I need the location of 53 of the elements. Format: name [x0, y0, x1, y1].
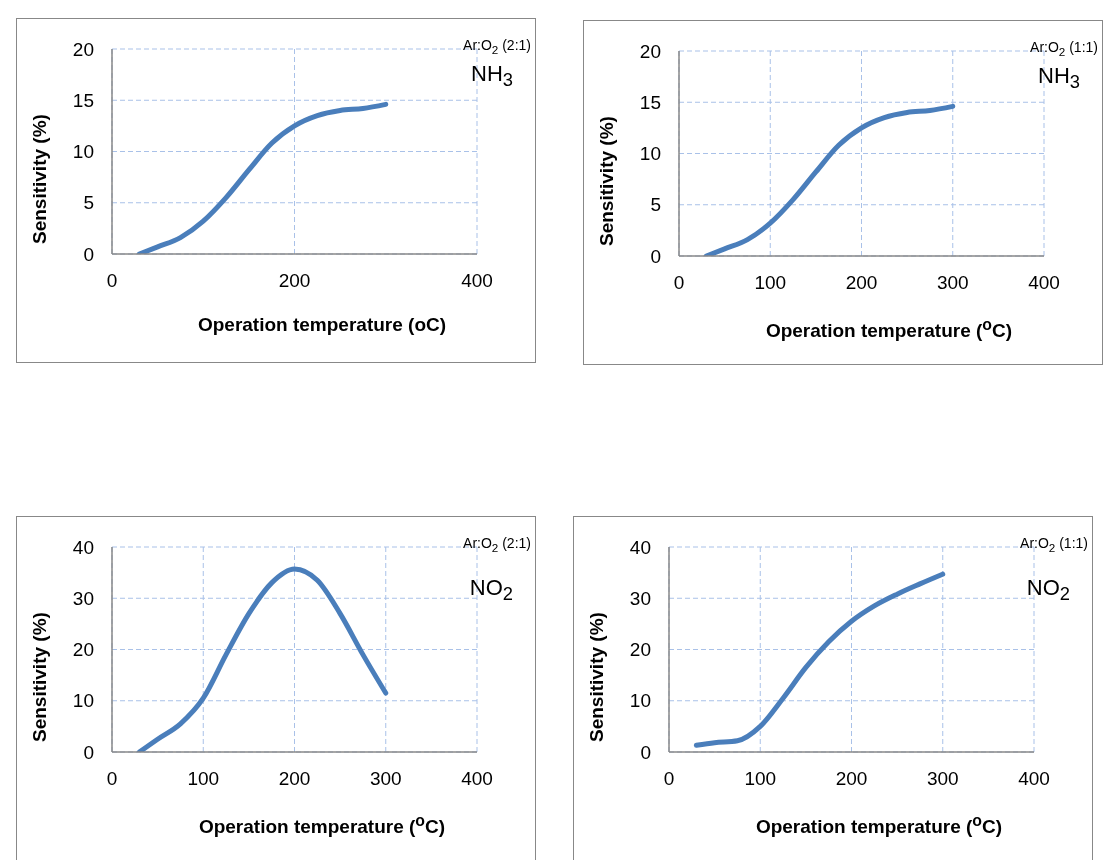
x-tick-label: 200 [835, 768, 868, 790]
annotation: NH$_{3}$ [1038, 63, 1080, 94]
y-tick-label: 0 [650, 245, 661, 267]
y-tick-label: 0 [83, 741, 94, 763]
x-tick-label: 200 [845, 272, 878, 294]
x-tick-label: 400 [461, 270, 493, 292]
y-tick-label: 5 [650, 194, 661, 216]
x-tick-label: 100 [754, 272, 787, 294]
y-tick-label: 30 [72, 587, 94, 609]
y-tick-label: 5 [83, 192, 94, 214]
annotation: NO$_{2}$ [469, 575, 513, 606]
x-tick-label: 200 [278, 270, 311, 292]
y-axis-title: Sensitivity (%) [29, 611, 51, 744]
y-tick-label: 0 [640, 741, 651, 763]
x-tick-label: 300 [369, 768, 402, 790]
y-tick-label: 20 [72, 639, 94, 661]
y-tick-label: 10 [629, 690, 651, 712]
x-tick-label: 300 [926, 768, 959, 790]
y-axis-title: Sensitivity (%) [29, 113, 51, 246]
x-tick-label: 300 [936, 272, 969, 294]
y-tick-label: 40 [629, 536, 651, 558]
y-tick-label: 10 [72, 141, 94, 163]
annotation: Ar:O$_{2}$ (1:1) [1020, 535, 1088, 554]
y-axis-title: Sensitivity (%) [596, 115, 618, 248]
annotation: Ar:O$_{2}$ (1:1) [1030, 39, 1098, 58]
y-tick-label: 10 [639, 143, 661, 165]
annotation: NH$_{3}$ [471, 61, 513, 92]
x-axis-title: Operation temperature (oC) [196, 314, 448, 336]
x-tick-label: 400 [461, 768, 493, 790]
y-tick-label: 15 [72, 90, 94, 111]
y-tick-label: 30 [629, 587, 651, 609]
x-axis-title: Operation temperature ($^{o}$C) [754, 812, 1004, 839]
annotation: NO$_{2}$ [1026, 575, 1070, 606]
x-tick-label: 200 [278, 768, 311, 790]
y-tick-label: 20 [72, 38, 94, 60]
annotation: Ar:O$_{2}$ (2:1) [463, 37, 531, 56]
y-tick-label: 20 [629, 639, 651, 661]
x-axis-title: Operation temperature ($^{o}$C) [197, 812, 447, 839]
x-tick-label: 100 [187, 768, 220, 790]
x-tick-label: 0 [673, 272, 685, 294]
x-tick-label: 400 [1028, 272, 1060, 294]
x-tick-label: 0 [106, 768, 118, 790]
x-tick-label: 400 [1018, 768, 1050, 790]
x-axis-title: Operation temperature ($^{o}$C) [764, 316, 1014, 343]
y-axis-title: Sensitivity (%) [586, 611, 608, 744]
x-tick-label: 0 [106, 270, 118, 292]
y-tick-label: 40 [72, 536, 94, 558]
y-tick-label: 10 [72, 690, 94, 712]
annotation: Ar:O$_{2}$ (2:1) [463, 535, 531, 554]
x-tick-label: 100 [744, 768, 777, 790]
y-tick-label: 20 [639, 40, 661, 62]
y-tick-label: 0 [83, 243, 94, 265]
y-tick-label: 15 [639, 92, 661, 113]
